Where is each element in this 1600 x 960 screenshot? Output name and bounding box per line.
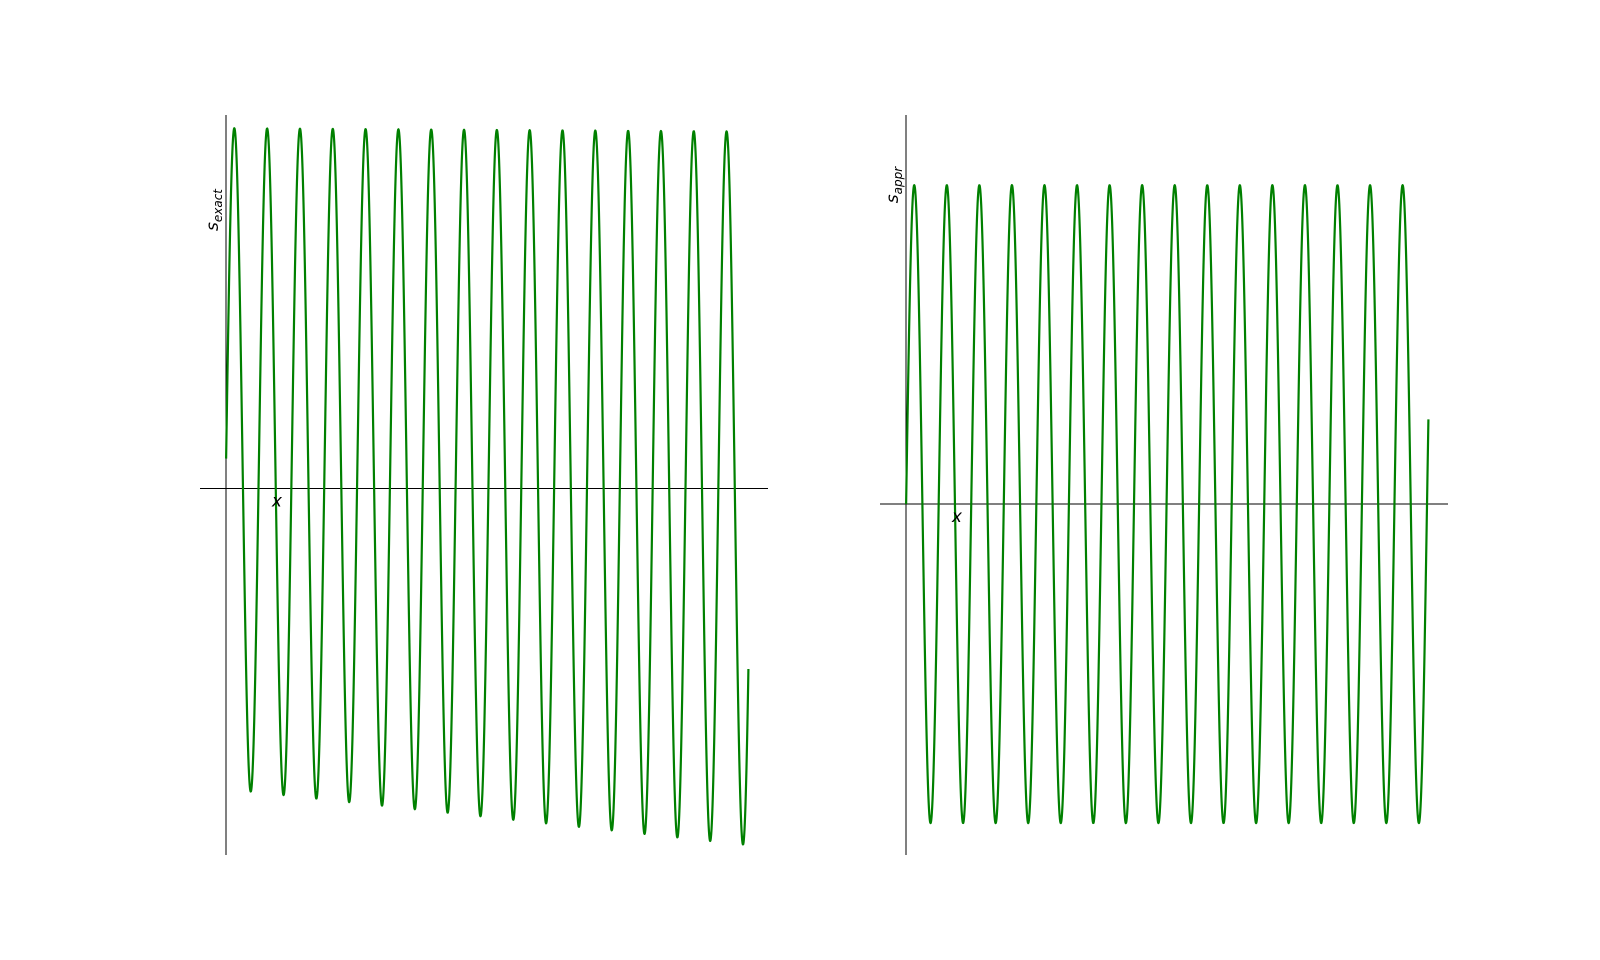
chart-appr: x sappr <box>880 115 1448 855</box>
x-axis-label: x <box>271 491 283 511</box>
y-axis-label: sappr <box>883 166 905 203</box>
series-line-appr <box>905 184 1430 825</box>
chart-exact: x sexact <box>200 115 768 855</box>
series-line-exact <box>225 127 750 846</box>
x-axis-label: x <box>951 507 963 527</box>
y-axis-label: sexact <box>203 188 225 231</box>
